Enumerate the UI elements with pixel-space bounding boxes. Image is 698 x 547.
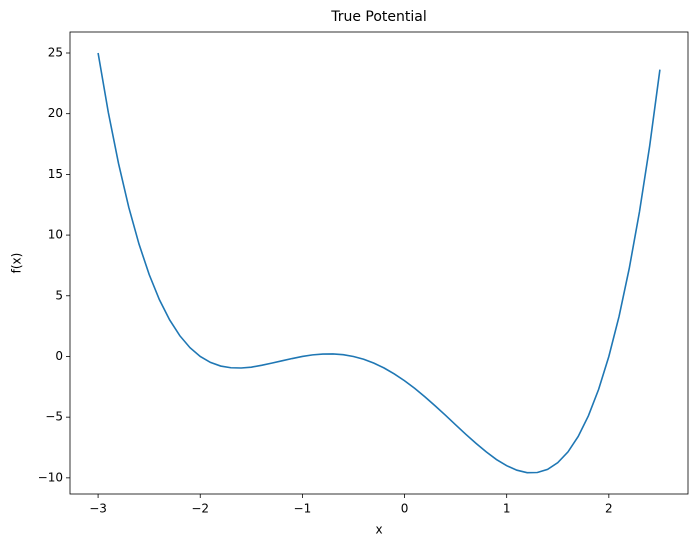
x-tick-label: 0 [401,502,409,516]
y-tick-label: 5 [55,288,63,302]
x-axis-label: x [375,523,382,537]
chart-title: True Potential [330,9,427,25]
x-tick-label: −3 [89,502,107,516]
plot-frame [69,31,689,495]
x-tick-label: −2 [191,502,209,516]
y-tick-label: −10 [38,470,63,484]
data-line [97,52,661,474]
y-axis-label: f(x) [10,253,24,274]
y-tick-label: 10 [48,228,63,242]
y-tick-label: 0 [55,349,63,363]
x-tick-label: 2 [605,502,613,516]
x-tick-label: −1 [294,502,312,516]
y-tick-label: 25 [48,46,63,60]
y-tick-label: −5 [45,410,63,424]
y-tick-label: 20 [48,106,63,120]
x-tick-label: 1 [503,502,511,516]
y-tick-label: 15 [48,167,63,181]
